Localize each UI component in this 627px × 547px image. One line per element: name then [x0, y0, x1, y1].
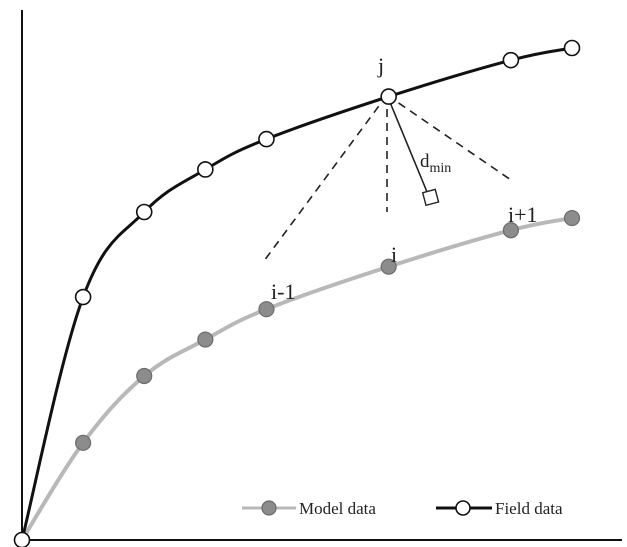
dashed-line-j-to-i-minus-1	[263, 94, 388, 262]
legend-field-label: Field data	[495, 499, 563, 518]
label-dmin: dmin	[420, 151, 451, 176]
label-dmin-main: d	[420, 151, 430, 172]
label-i: i	[391, 242, 397, 267]
model-data-point	[197, 331, 214, 348]
field-data-point	[13, 531, 31, 547]
label-j: j	[377, 53, 384, 78]
model-data-point	[75, 434, 92, 451]
field-data-point	[197, 161, 214, 178]
model-data-point	[380, 258, 397, 275]
label-i-plus-1: i+1	[508, 202, 538, 227]
field-data-point	[502, 51, 520, 69]
legend: Model data Field data	[242, 499, 563, 518]
model-data-curve	[20, 216, 573, 542]
legend-field-marker	[455, 500, 471, 516]
dmin-perpendicular-line	[386, 94, 433, 205]
field-data-point	[563, 39, 581, 57]
distance-construction	[263, 94, 512, 262]
model-data-point	[258, 301, 275, 318]
right-angle-marker	[421, 188, 440, 207]
dashed-line-j-to-i-plus-1	[386, 94, 512, 181]
field-data-point	[258, 130, 275, 148]
field-data-point	[135, 203, 153, 221]
model-data-point	[502, 222, 519, 239]
field-data-point	[380, 88, 397, 105]
legend-model-label: Model data	[299, 499, 376, 518]
model-data-point	[563, 209, 581, 227]
label-i-minus-1: i-1	[271, 279, 295, 304]
field-data-point	[74, 288, 92, 306]
legend-item-model: Model data	[242, 499, 376, 518]
label-dmin-subscript: min	[430, 161, 452, 176]
model-data-point	[136, 367, 153, 385]
field-data-curve	[20, 46, 573, 541]
field-data-markers	[13, 39, 581, 547]
legend-item-field: Field data	[436, 499, 563, 518]
legend-model-marker	[261, 500, 277, 516]
